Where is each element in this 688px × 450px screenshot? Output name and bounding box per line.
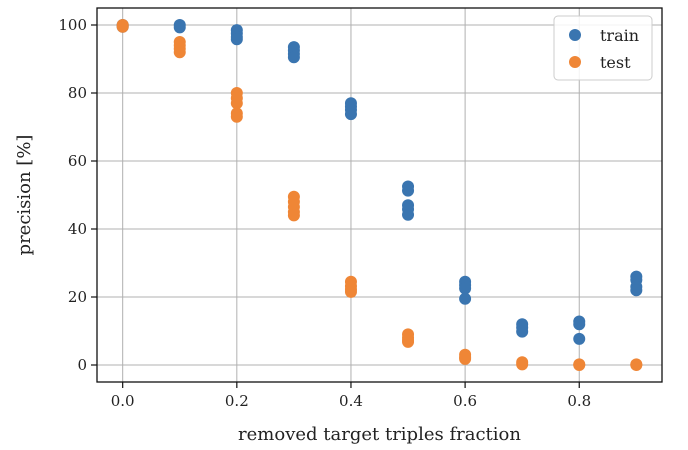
data-point-test [230, 110, 243, 123]
x-tick-label: 0.2 [225, 392, 249, 410]
axis-ticks: 0.0 0.2 0.4 0.6 0.8 0 20 40 60 80 100 [58, 16, 591, 410]
data-point-train [573, 332, 586, 345]
data-point-train [230, 33, 243, 46]
legend-label-test: test [600, 53, 631, 72]
y-tick-label: 100 [58, 16, 87, 34]
y-tick-label: 80 [68, 84, 87, 102]
plot-frame [96, 7, 663, 383]
data-point-test [459, 352, 472, 365]
legend-label-train: train [600, 26, 639, 45]
data-point-train [516, 325, 529, 338]
legend: train test [553, 15, 653, 81]
data-point-train [573, 318, 586, 331]
x-tick-label: 0.0 [111, 392, 135, 410]
series-test [116, 19, 643, 371]
x-tick-label: 0.6 [453, 392, 477, 410]
y-tick-label: 0 [77, 356, 87, 374]
data-point-test [287, 209, 300, 222]
x-axis-label: removed target triples fraction [238, 424, 521, 445]
data-point-test [173, 46, 186, 59]
data-point-train [459, 292, 472, 305]
data-point-train [402, 184, 415, 197]
data-point-train [630, 284, 643, 297]
data-point-test [402, 335, 415, 348]
data-point-train [344, 108, 357, 121]
legend-marker-test [569, 56, 581, 68]
data-point-test [230, 97, 243, 110]
data-point-test [516, 358, 529, 371]
grid-lines [97, 8, 662, 382]
y-tick-label: 60 [68, 152, 87, 170]
x-tick-label: 0.4 [339, 392, 363, 410]
y-tick-label: 40 [68, 220, 87, 238]
y-tick-label: 20 [68, 288, 87, 306]
x-tick-label: 0.8 [567, 392, 591, 410]
data-point-test [344, 285, 357, 298]
legend-marker-train [569, 29, 581, 41]
data-point-test [630, 359, 643, 371]
data-point-train [287, 51, 300, 64]
data-point-test [116, 20, 129, 33]
data-points [116, 19, 643, 371]
y-axis-label: precision [%] [14, 135, 35, 256]
data-point-train [459, 282, 472, 295]
data-point-test [573, 359, 586, 371]
data-point-train [402, 208, 415, 221]
data-point-train [173, 21, 186, 34]
